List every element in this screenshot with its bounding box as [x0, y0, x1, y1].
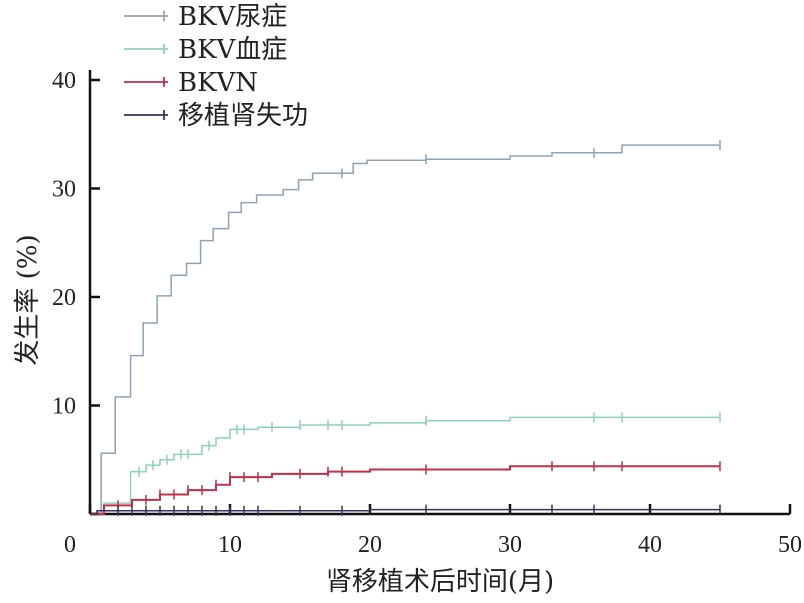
axes: 0 10 20 30 40 50 10 20 30 40 [52, 68, 802, 558]
series-line-0 [90, 144, 720, 515]
y-tick-label: 10 [52, 394, 76, 420]
x-axis-label: 肾移植术后时间(月) [326, 567, 554, 597]
series-line-2 [90, 465, 720, 515]
x-tick-label: 40 [638, 532, 662, 558]
x-tick-label: 10 [218, 532, 242, 558]
legend-label: BKVN [178, 68, 258, 98]
legend-label: 移植肾失功 [178, 101, 308, 131]
x-tick-label: 50 [778, 532, 802, 558]
legend-label: BKV尿症 [178, 2, 287, 32]
x-tick-label: 30 [498, 532, 522, 558]
series-line-3 [90, 508, 720, 515]
y-tick-label: 40 [52, 68, 76, 94]
legend-label: BKV血症 [178, 35, 287, 65]
y-tick-label: 20 [52, 285, 76, 311]
x-tick-label: 0 [64, 532, 76, 558]
x-tick-label: 20 [358, 532, 382, 558]
y-tick-label: 30 [52, 177, 76, 203]
series-group [90, 140, 721, 516]
y-axis-label: 发生率 (%) [13, 234, 43, 365]
